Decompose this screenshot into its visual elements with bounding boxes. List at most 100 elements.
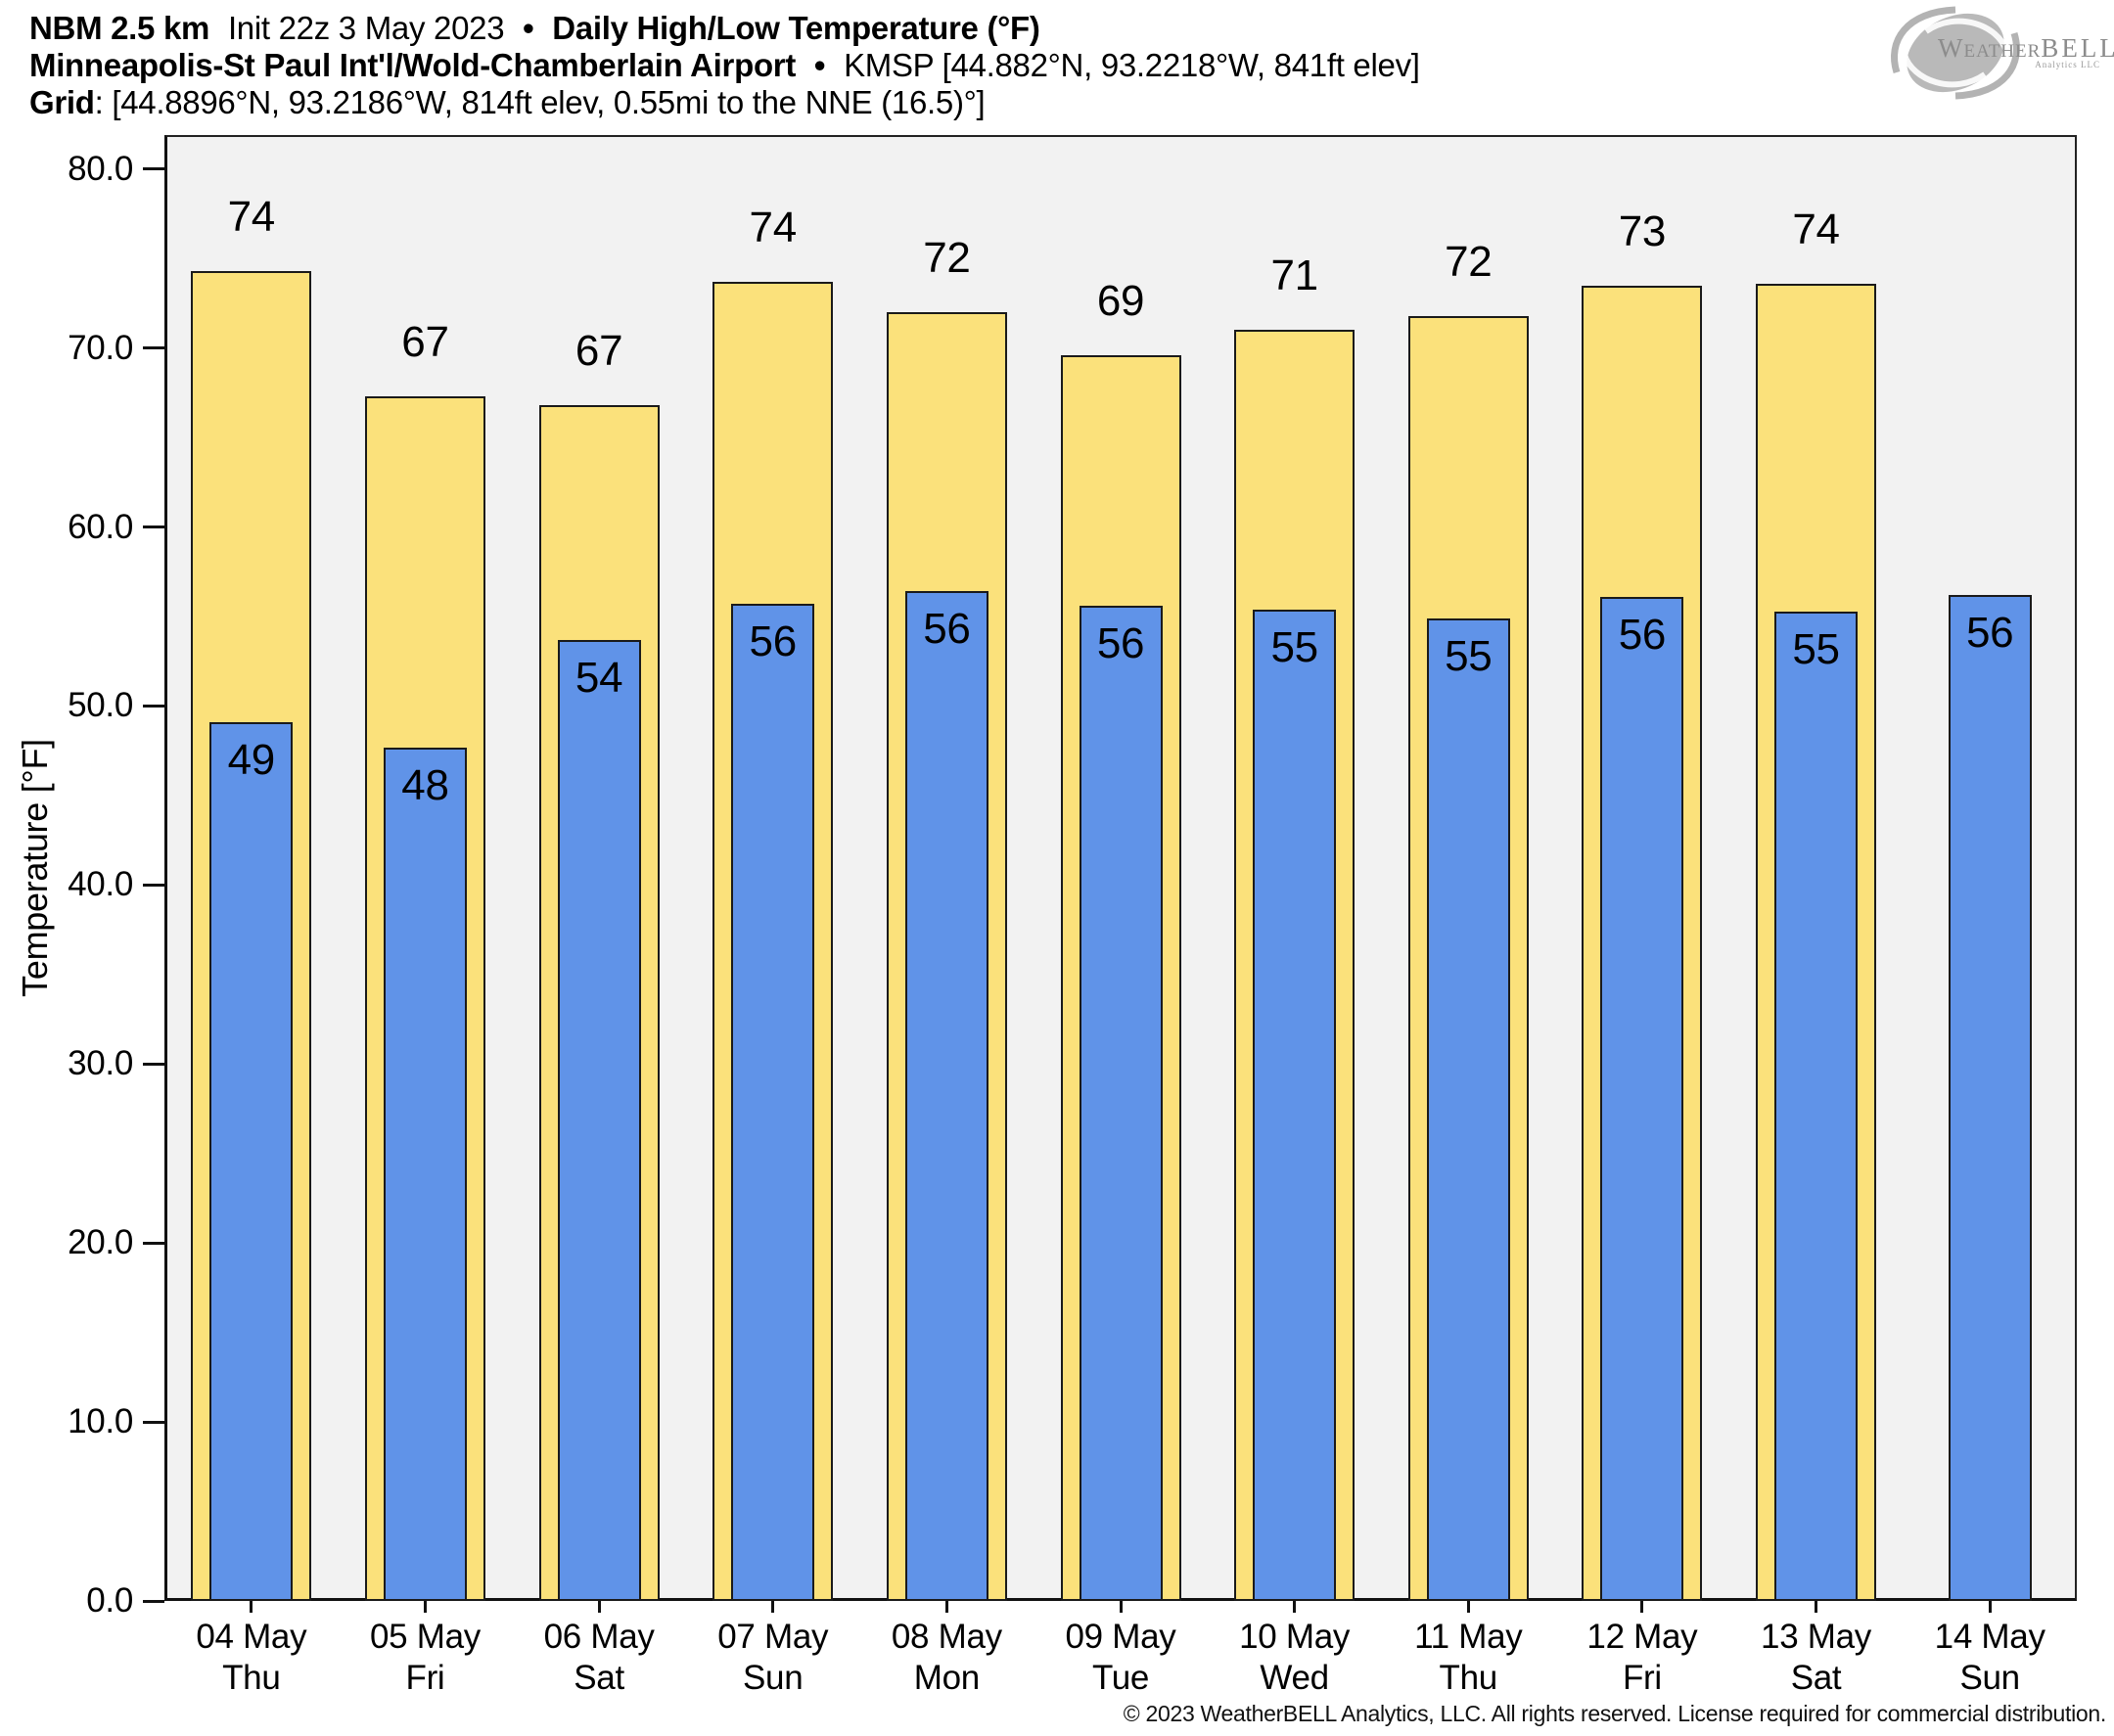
y-axis-title: Temperature [°F]: [15, 739, 55, 997]
y-axis-tick: [143, 1599, 164, 1603]
date-text: 04 May: [196, 1618, 307, 1656]
high-value-label: 67: [401, 318, 449, 367]
title-line-1: NBM 2.5 km Init 22z 3 May 2023 • Daily H…: [29, 10, 1420, 47]
logo-text: WeatherBELL Analytics LLC: [1938, 33, 2114, 69]
low-value-label: 49: [227, 735, 276, 784]
weekday-text: Thu: [222, 1659, 281, 1697]
low-value-label: 48: [401, 760, 449, 809]
low-value-label: 54: [574, 653, 623, 702]
high-value-label: 71: [1270, 251, 1318, 300]
x-axis-tick: [1466, 1601, 1470, 1613]
logo-brand-weather: Weather: [1938, 33, 2042, 63]
high-value-label: 74: [749, 203, 798, 251]
title-line-2: Minneapolis-St Paul Int'l/Wold-Chamberla…: [29, 47, 1420, 84]
station-name: Minneapolis-St Paul Int'l/Wold-Chamberla…: [29, 47, 797, 83]
y-axis-tick-label: 10.0: [68, 1402, 133, 1441]
date-text: 14 May: [1934, 1618, 2045, 1656]
hurricane-swirl-icon: [1891, 6, 2020, 100]
x-axis-tick: [250, 1601, 253, 1613]
weekday-text: Fri: [405, 1659, 445, 1697]
x-axis-tick: [771, 1601, 775, 1613]
date-text: 09 May: [1065, 1618, 1176, 1656]
high-value-label: 74: [227, 193, 276, 241]
y-axis-tick-label: 40.0: [68, 865, 133, 904]
low-value-label: 55: [1792, 624, 1840, 673]
low-bar: [1253, 609, 1337, 1601]
logo-brand-bell: BELL: [2041, 33, 2114, 63]
x-axis-tick: [944, 1601, 948, 1613]
logo-subtext: Analytics LLC: [2035, 60, 2100, 69]
y-axis-tick: [143, 1420, 164, 1424]
y-axis-tick: [143, 883, 164, 887]
low-bar: [383, 747, 467, 1601]
product-title: Daily High/Low Temperature (°F): [552, 10, 1040, 46]
weekday-text: Tue: [1091, 1659, 1150, 1697]
high-value-label: 73: [1618, 206, 1667, 255]
low-value-label: 56: [1966, 609, 2014, 658]
date-text: 11 May: [1414, 1618, 1523, 1656]
copyright-text: © 2023 WeatherBELL Analytics, LLC. All r…: [1123, 1701, 2107, 1726]
low-value-label: 56: [923, 605, 971, 654]
weekday-text: Fri: [1622, 1659, 1662, 1697]
title-line-3: Grid: [44.8896°N, 93.2186°W, 814ft elev,…: [29, 84, 1420, 121]
model-name: NBM 2.5 km: [29, 10, 210, 46]
date-text: 05 May: [369, 1618, 481, 1656]
low-bar: [1774, 611, 1859, 1601]
weekday-text: Sat: [574, 1659, 624, 1697]
grid-coordinates: : [44.8896°N, 93.2186°W, 814ft elev, 0.5…: [94, 84, 986, 120]
bullet-separator: •: [523, 10, 534, 46]
y-axis-tick-label: 60.0: [68, 507, 133, 546]
low-value-label: 56: [1618, 610, 1667, 659]
date-text: 07 May: [717, 1618, 829, 1656]
low-bar: [1426, 617, 1510, 1601]
y-axis-tick-label: 70.0: [68, 328, 133, 367]
x-axis-tick: [1815, 1601, 1818, 1613]
weekday-text: Mon: [913, 1659, 980, 1697]
high-value-label: 69: [1096, 276, 1145, 325]
x-axis-date-label: 10 May Wed: [1209, 1617, 1381, 1699]
y-axis-tick: [143, 704, 164, 708]
grid-label: Grid: [29, 84, 95, 120]
x-axis-date-label: 11 May Thu: [1382, 1617, 1554, 1699]
weatherbell-logo: WeatherBELL Analytics LLC: [1877, 2, 2114, 104]
low-bar: [1079, 606, 1163, 1601]
date-text: 06 May: [543, 1618, 655, 1656]
weekday-text: Sun: [1959, 1659, 2020, 1697]
high-value-label: 74: [1792, 205, 1840, 253]
x-axis-tick: [1988, 1601, 1992, 1613]
x-axis-date-label: 08 May Mon: [860, 1617, 1033, 1699]
init-time: Init 22z 3 May 2023: [227, 10, 505, 46]
station-meta: KMSP [44.882°N, 93.2218°W, 841ft elev]: [844, 47, 1420, 83]
high-value-label: 67: [574, 327, 623, 376]
weekday-text: Sat: [1790, 1659, 1842, 1697]
y-axis-tick: [143, 1062, 164, 1066]
x-axis-date-label: 06 May Sat: [513, 1617, 685, 1699]
x-axis-date-label: 14 May Sun: [1904, 1617, 2076, 1699]
date-text: 08 May: [891, 1618, 1002, 1656]
low-value-label: 56: [749, 617, 798, 666]
low-value-label: 55: [1270, 622, 1318, 671]
date-text: 12 May: [1586, 1618, 1698, 1656]
y-axis-tick: [143, 1241, 164, 1245]
x-axis-tick: [1640, 1601, 1644, 1613]
x-axis-tick: [423, 1601, 427, 1613]
weekday-text: Wed: [1260, 1659, 1329, 1697]
low-bar: [209, 721, 294, 1601]
y-axis-tick-label: 50.0: [68, 686, 133, 725]
low-bar: [1600, 596, 1684, 1601]
low-bar: [731, 604, 815, 1601]
x-axis-date-label: 05 May Fri: [339, 1617, 511, 1699]
x-axis-date-label: 09 May Tue: [1034, 1617, 1207, 1699]
x-axis-date-label: 07 May Sun: [687, 1617, 859, 1699]
y-axis-tick-label: 80.0: [68, 149, 133, 188]
y-axis-tick: [143, 525, 164, 529]
high-value-label: 72: [923, 234, 971, 283]
x-axis-tick: [597, 1601, 601, 1613]
x-axis-date-label: 13 May Sat: [1730, 1617, 1903, 1699]
x-axis-date-label: 04 May Thu: [165, 1617, 338, 1699]
date-text: 10 May: [1239, 1618, 1351, 1656]
y-axis-tick-label: 20.0: [68, 1223, 133, 1262]
x-axis-tick: [1293, 1601, 1297, 1613]
bullet-separator: •: [813, 47, 826, 83]
